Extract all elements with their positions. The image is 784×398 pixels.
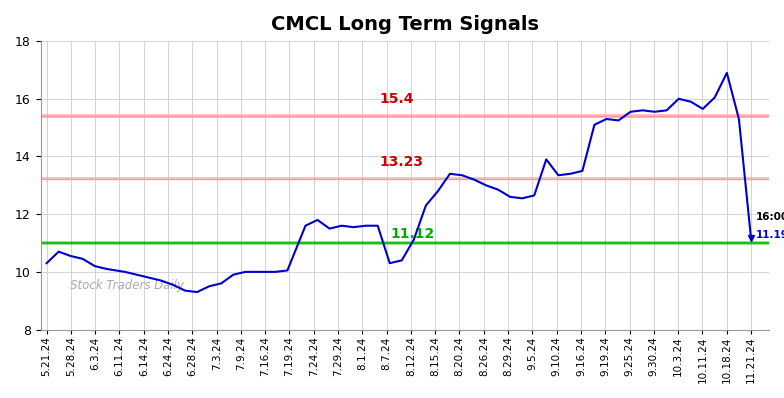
Title: CMCL Long Term Signals: CMCL Long Term Signals	[270, 15, 539, 34]
Text: 11.19: 11.19	[756, 230, 784, 240]
Text: Stock Traders Daily: Stock Traders Daily	[70, 279, 183, 292]
Text: 16:00: 16:00	[756, 213, 784, 222]
Bar	[41, 241, 769, 245]
Bar	[41, 177, 769, 180]
Text: 11.12: 11.12	[390, 227, 434, 241]
Text: 15.4: 15.4	[379, 92, 414, 106]
Text: 13.23: 13.23	[379, 154, 423, 169]
Bar	[41, 114, 769, 118]
